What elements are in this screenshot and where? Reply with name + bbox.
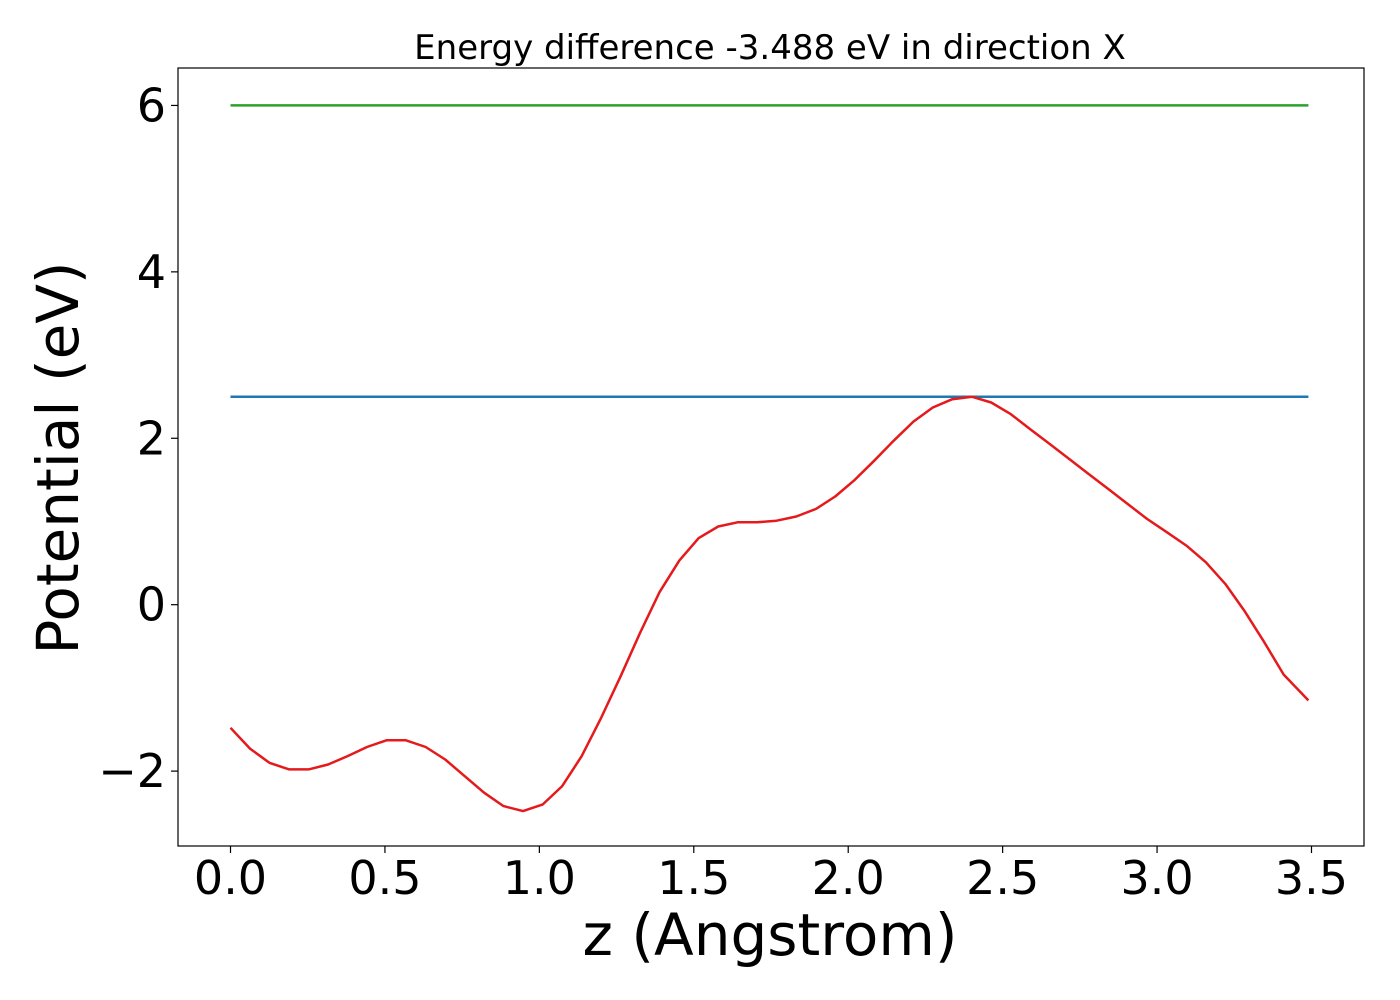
x-axis-label: z (Angstrom) [583, 901, 958, 969]
series-layer [229, 104, 1310, 813]
y-axis-label: Potential (eV) [24, 261, 92, 654]
x-tick-label: 0.0 [194, 851, 267, 905]
series-line-3 [229, 395, 1310, 813]
plot-frame [177, 67, 1365, 847]
y-tick-label: 0 [137, 578, 166, 632]
y-tick-label: −2 [98, 744, 166, 798]
y-tick-label: 4 [137, 245, 166, 299]
x-tick-label: 3.0 [1120, 851, 1193, 905]
x-tick-label: 0.5 [348, 851, 421, 905]
x-tick-label: 1.5 [657, 851, 730, 905]
y-axis: −2 0 2 4 6 [98, 78, 178, 798]
x-tick-label: 2.5 [966, 851, 1039, 905]
plot-area: 0.0 0.5 1.0 1.5 2.0 2.5 3.0 3.5 −2 0 2 4 6 [98, 67, 1365, 905]
x-tick-label: 2.0 [812, 851, 885, 905]
chart-title: Energy difference -3.488 eV in direction… [414, 28, 1126, 68]
x-tick-label: 3.5 [1275, 851, 1348, 905]
x-axis: 0.0 0.5 1.0 1.5 2.0 2.5 3.0 3.5 [194, 846, 1348, 905]
y-tick-label: 6 [137, 78, 166, 132]
y-tick-label: 2 [137, 411, 166, 465]
x-tick-label: 1.0 [503, 851, 576, 905]
